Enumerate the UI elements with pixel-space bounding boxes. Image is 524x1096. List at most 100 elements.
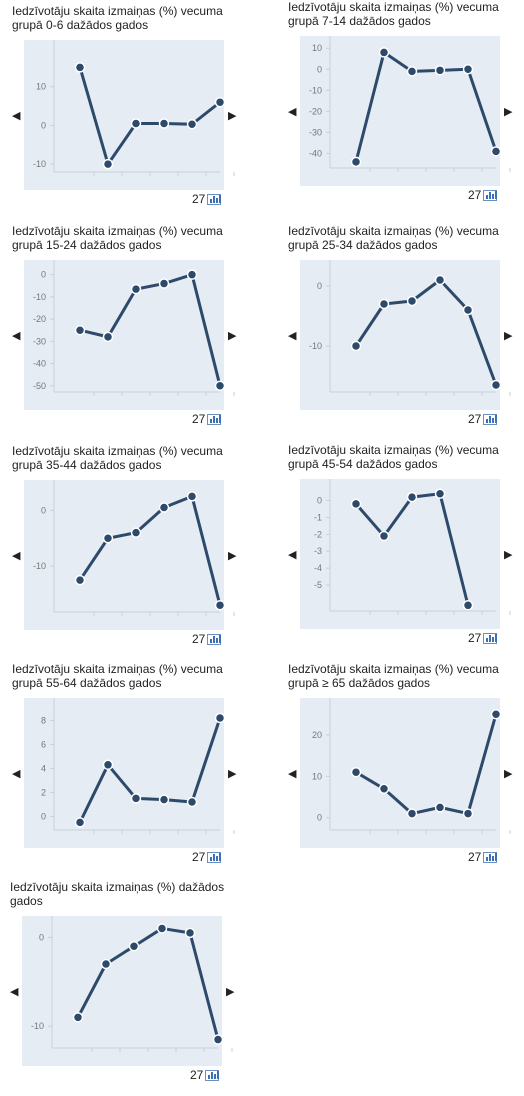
page-count-badge[interactable]: 27 bbox=[468, 850, 498, 864]
chart-panel: Iedzīvotāju skaita izmaiņas (%) vecuma g… bbox=[12, 4, 252, 214]
badge-count: 27 bbox=[192, 412, 206, 426]
page-count-badge[interactable]: 27 bbox=[192, 192, 222, 206]
series-line bbox=[354, 712, 498, 816]
bar-chart-icon[interactable] bbox=[207, 193, 222, 205]
data-point bbox=[378, 298, 390, 310]
next-arrow[interactable]: ▶ bbox=[226, 986, 235, 998]
series-line bbox=[354, 50, 498, 164]
page-count-badge[interactable]: 27 bbox=[468, 188, 498, 202]
y-tick-label: -20 bbox=[33, 314, 46, 324]
data-point bbox=[434, 274, 446, 286]
data-point bbox=[158, 278, 170, 289]
bar-chart-icon[interactable] bbox=[207, 413, 222, 425]
data-point bbox=[406, 491, 418, 503]
page-count-badge[interactable]: 27 bbox=[468, 412, 498, 426]
data-point bbox=[184, 927, 196, 939]
chart-title: Iedzīvotāju skaita izmaiņas (%) vecuma g… bbox=[12, 444, 223, 472]
data-point bbox=[102, 759, 114, 771]
next-arrow[interactable]: ▶ bbox=[504, 330, 513, 342]
chart-panel: Iedzīvotāju skaita izmaiņas (%) vecuma g… bbox=[12, 224, 252, 434]
data-point bbox=[158, 118, 170, 129]
chart-title: Iedzīvotāju skaita izmaiņas (%) vecuma g… bbox=[288, 662, 499, 690]
series-line bbox=[354, 492, 470, 607]
plot-area: -40 -30 -20 -10 0 10 bbox=[300, 36, 511, 186]
next-arrow[interactable]: ▶ bbox=[228, 110, 237, 122]
page-count-badge[interactable]: 27 bbox=[190, 1068, 220, 1082]
chart-title: Iedzīvotāju skaita izmaiņas (%) vecuma g… bbox=[288, 224, 499, 252]
next-arrow[interactable]: ▶ bbox=[504, 549, 513, 561]
data-point bbox=[462, 64, 474, 75]
prev-arrow[interactable]: ◀ bbox=[288, 330, 297, 342]
y-tick-label: -10 bbox=[309, 341, 322, 351]
y-tick-label: 0 bbox=[317, 496, 322, 506]
data-point bbox=[214, 380, 226, 392]
chart-title: Iedzīvotāju skaita izmaiņas (%) vecuma g… bbox=[12, 224, 223, 252]
data-point bbox=[462, 600, 474, 611]
y-tick-label: 0 bbox=[317, 813, 322, 823]
chart-panel: Iedzīvotāju skaita izmaiņas (%) vecuma g… bbox=[288, 662, 524, 872]
prev-arrow[interactable]: ◀ bbox=[12, 768, 21, 780]
series-line bbox=[76, 926, 220, 1042]
y-tick-label: 10 bbox=[312, 771, 322, 781]
chart-title: Iedzīvotāju skaita izmaiņas (%) vecuma g… bbox=[288, 0, 499, 28]
prev-arrow[interactable]: ◀ bbox=[288, 768, 297, 780]
prev-arrow[interactable]: ◀ bbox=[12, 550, 21, 562]
prev-arrow[interactable]: ◀ bbox=[288, 106, 297, 118]
bar-chart-icon[interactable] bbox=[207, 633, 222, 645]
prev-arrow[interactable]: ◀ bbox=[12, 110, 21, 122]
bar-chart-icon[interactable] bbox=[205, 1069, 220, 1081]
y-tick-label: -10 bbox=[33, 561, 46, 571]
y-tick-label: -40 bbox=[33, 359, 46, 369]
y-tick-label: 2 bbox=[41, 787, 46, 797]
data-point bbox=[434, 65, 446, 76]
chart-title: Iedzīvotāju skaita izmaiņas (%) dažādos … bbox=[10, 880, 225, 908]
next-arrow[interactable]: ▶ bbox=[504, 768, 513, 780]
y-tick-label: 0 bbox=[317, 64, 322, 74]
y-tick-label: -40 bbox=[309, 148, 322, 158]
data-point bbox=[100, 958, 112, 970]
badge-count: 27 bbox=[192, 192, 206, 206]
next-arrow[interactable]: ▶ bbox=[228, 768, 237, 780]
bar-chart-icon[interactable] bbox=[483, 189, 498, 201]
bar-chart-icon[interactable] bbox=[207, 851, 222, 863]
data-point bbox=[350, 156, 362, 168]
prev-arrow[interactable]: ◀ bbox=[288, 549, 297, 561]
y-tick-label: -50 bbox=[33, 381, 46, 391]
prev-arrow[interactable]: ◀ bbox=[12, 330, 21, 342]
y-tick-label: -2 bbox=[314, 529, 322, 539]
series-line bbox=[354, 278, 498, 387]
data-point bbox=[214, 599, 226, 611]
data-point bbox=[102, 158, 114, 170]
y-tick-label: -10 bbox=[309, 85, 322, 95]
plot-area: -10 0 bbox=[300, 260, 511, 410]
data-point bbox=[490, 146, 502, 157]
bar-chart-icon[interactable] bbox=[483, 851, 498, 863]
line-chart: 0 2 4 6 8 bbox=[41, 698, 235, 834]
data-point bbox=[214, 96, 226, 108]
chart-panel: Iedzīvotāju skaita izmaiņas (%) vecuma g… bbox=[12, 444, 252, 654]
y-tick-label: 0 bbox=[41, 811, 46, 821]
badge-count: 27 bbox=[468, 412, 482, 426]
data-point bbox=[406, 808, 418, 819]
data-point bbox=[186, 119, 198, 130]
page-count-badge[interactable]: 27 bbox=[468, 631, 498, 645]
page-count-badge[interactable]: 27 bbox=[192, 632, 222, 646]
page-count-badge[interactable]: 27 bbox=[192, 850, 222, 864]
data-point bbox=[186, 491, 198, 502]
data-point bbox=[74, 817, 86, 828]
plot-area: -5 -4 -3 -2 -1 0 bbox=[300, 479, 511, 629]
data-point bbox=[74, 574, 86, 586]
series-line bbox=[78, 716, 222, 824]
y-tick-label: 0 bbox=[41, 505, 46, 515]
next-arrow[interactable]: ▶ bbox=[504, 106, 513, 118]
next-arrow[interactable]: ▶ bbox=[228, 550, 237, 562]
next-arrow[interactable]: ▶ bbox=[228, 330, 237, 342]
bar-chart-icon[interactable] bbox=[483, 413, 498, 425]
prev-arrow[interactable]: ◀ bbox=[10, 986, 19, 998]
plot-area: -10 0 10 bbox=[24, 40, 235, 190]
plot-area: 0 10 20 bbox=[300, 698, 511, 848]
line-chart: -10 0 10 bbox=[33, 40, 235, 176]
page-count-badge[interactable]: 27 bbox=[192, 412, 222, 426]
y-tick-label: -10 bbox=[33, 292, 46, 302]
bar-chart-icon[interactable] bbox=[483, 632, 498, 644]
